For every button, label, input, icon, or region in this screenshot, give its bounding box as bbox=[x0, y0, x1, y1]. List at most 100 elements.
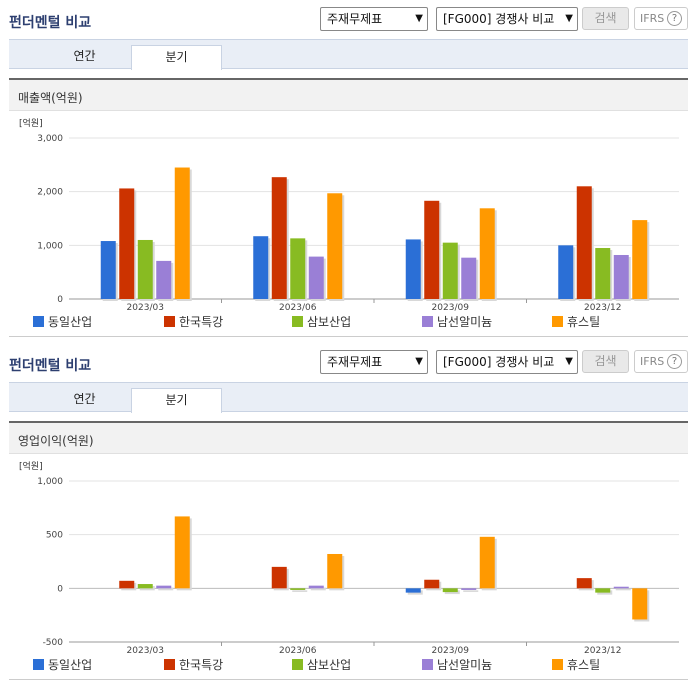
bar-shadow bbox=[310, 587, 326, 591]
legend-item[interactable]: 남선알미늄 bbox=[422, 315, 492, 329]
x-tick-label: 2023/12 bbox=[584, 303, 621, 313]
ifrs-button[interactable]: IFRS ? bbox=[634, 7, 688, 30]
chart-card-header: 매출액(억원) bbox=[9, 80, 688, 111]
legend-item[interactable]: 휴스틸 bbox=[552, 315, 600, 329]
chart-card: 매출액(억원) [억원] 0 1,000 2,000 3,000 2023/03 2023/… bbox=[9, 78, 688, 337]
bar-shadow bbox=[444, 590, 460, 595]
tab-annual[interactable]: 연간 bbox=[73, 392, 96, 406]
bar bbox=[613, 254, 629, 299]
y-axis-unit-label: [억원] bbox=[19, 117, 43, 129]
bar bbox=[290, 588, 306, 590]
legend-label: 남선알미늄 bbox=[437, 658, 493, 672]
bar bbox=[479, 536, 495, 589]
bar bbox=[253, 236, 269, 299]
legend-swatch bbox=[552, 316, 563, 327]
chart-card-header: 영업이익(억원) bbox=[9, 423, 688, 454]
chevron-down-icon: ▼ bbox=[565, 13, 573, 24]
chevron-down-icon: ▼ bbox=[565, 356, 573, 367]
legend-swatch bbox=[552, 659, 563, 670]
bar bbox=[174, 516, 190, 589]
x-tick-label: 2023/03 bbox=[127, 646, 164, 656]
peer-select-value: [FG000] 경쟁사 비교 bbox=[443, 12, 555, 26]
bar bbox=[576, 186, 592, 299]
ifrs-button[interactable]: IFRS ? bbox=[634, 350, 688, 373]
legend-item[interactable]: 휴스틸 bbox=[552, 658, 600, 672]
bar-shadow bbox=[463, 590, 479, 592]
y-tick-label: 1,000 bbox=[37, 477, 63, 487]
y-axis-unit-label: [억원] bbox=[19, 460, 43, 472]
x-tick-label: 2023/09 bbox=[432, 646, 470, 656]
x-tick-label: 2023/12 bbox=[584, 646, 621, 656]
bar bbox=[461, 588, 477, 590]
y-tick-label: 3,000 bbox=[37, 134, 63, 144]
legend-swatch bbox=[33, 316, 44, 327]
help-icon[interactable]: ? bbox=[667, 354, 682, 369]
bar bbox=[424, 200, 440, 299]
bar bbox=[576, 578, 592, 589]
chart-title: 영업이익(억원) bbox=[18, 434, 94, 448]
period-tabs: 연간 분기 bbox=[9, 39, 688, 70]
legend-label: 한국특강 bbox=[179, 658, 224, 672]
legend-label: 휴스틸 bbox=[567, 315, 601, 329]
bar bbox=[595, 588, 611, 593]
chevron-down-icon: ▼ bbox=[415, 356, 423, 367]
bar bbox=[290, 238, 306, 299]
peer-select[interactable]: [FG000] 경쟁사 비교 ▼ bbox=[436, 350, 578, 374]
legend-item[interactable]: 삼보산업 bbox=[292, 658, 351, 672]
legend-label: 휴스틸 bbox=[567, 658, 601, 672]
panel-header: 펀더멘털 비교 주재무제표 ▼ [FG000] 경쟁사 비교 ▼ 검색 IFRS… bbox=[0, 343, 696, 379]
x-tick-label: 2023/03 bbox=[127, 303, 164, 313]
legend-item[interactable]: 동일산업 bbox=[33, 658, 92, 672]
bar bbox=[558, 245, 574, 299]
legend-label: 남선알미늄 bbox=[437, 315, 493, 329]
help-icon[interactable]: ? bbox=[667, 11, 682, 26]
y-tick-label: 0 bbox=[57, 295, 63, 305]
chevron-down-icon: ▼ bbox=[415, 13, 423, 24]
bar bbox=[119, 188, 135, 299]
fundamental-panel-revenue: 펀더멘털 비교 주재무제표 ▼ [FG000] 경쟁사 비교 ▼ 검색 IFRS… bbox=[0, 0, 696, 340]
legend-swatch bbox=[292, 316, 303, 327]
statement-select[interactable]: 주재무제표 ▼ bbox=[320, 7, 428, 31]
peer-select[interactable]: [FG000] 경쟁사 비교 ▼ bbox=[436, 7, 578, 31]
y-tick-label: 1,000 bbox=[37, 241, 63, 251]
chart-title: 매출액(억원) bbox=[18, 91, 83, 105]
bar-shadow bbox=[292, 590, 308, 592]
legend-item[interactable]: 삼보산업 bbox=[292, 315, 351, 329]
bar bbox=[461, 257, 477, 299]
bar bbox=[632, 588, 648, 620]
bar bbox=[100, 241, 116, 299]
tab-quarterly[interactable]: 분기 bbox=[131, 45, 222, 70]
legend-item[interactable]: 한국특강 bbox=[164, 658, 223, 672]
legend-swatch bbox=[292, 659, 303, 670]
legend-swatch bbox=[422, 316, 433, 327]
legend-item[interactable]: 동일산업 bbox=[33, 315, 92, 329]
legend-label: 삼보산업 bbox=[307, 658, 352, 672]
operating-income-bar-chart: [억원] -500 0 500 1,000 2023/03 2023/06 2023/09 20… bbox=[19, 460, 679, 656]
legend-swatch bbox=[164, 316, 175, 327]
legend-item[interactable]: 남선알미늄 bbox=[422, 658, 492, 672]
x-tick-label: 2023/06 bbox=[279, 646, 317, 656]
bar bbox=[632, 220, 648, 299]
legend-item[interactable]: 한국특강 bbox=[164, 315, 223, 329]
statement-select[interactable]: 주재무제표 ▼ bbox=[320, 350, 428, 374]
tab-annual[interactable]: 연간 bbox=[73, 49, 96, 63]
fundamental-panel-operating-income: 펀더멘털 비교 주재무제표 ▼ [FG000] 경쟁사 비교 ▼ 검색 IFRS… bbox=[0, 343, 696, 684]
ifrs-label: IFRS bbox=[640, 355, 665, 368]
chart-legend: 동일산업 한국특강 삼보산업 남선알미늄 휴스틸 bbox=[9, 315, 688, 331]
tab-quarterly[interactable]: 분기 bbox=[131, 388, 222, 413]
search-button[interactable]: 검색 bbox=[582, 350, 629, 373]
bar bbox=[405, 588, 421, 593]
bar bbox=[137, 239, 153, 299]
bar bbox=[271, 177, 287, 299]
legend-label: 삼보산업 bbox=[307, 315, 352, 329]
panel-header: 펀더멘털 비교 주재무제표 ▼ [FG000] 경쟁사 비교 ▼ 검색 IFRS… bbox=[0, 0, 696, 36]
statement-select-value: 주재무제표 bbox=[327, 12, 383, 26]
x-tick-label: 2023/06 bbox=[279, 303, 317, 313]
chart-legend: 동일산업 한국특강 삼보산업 남선알미늄 휴스틸 bbox=[9, 658, 688, 674]
legend-label: 동일산업 bbox=[48, 658, 93, 672]
bar bbox=[327, 553, 343, 589]
search-button[interactable]: 검색 bbox=[582, 7, 629, 30]
bar bbox=[442, 588, 458, 593]
bar bbox=[156, 260, 172, 299]
bar bbox=[613, 586, 629, 589]
